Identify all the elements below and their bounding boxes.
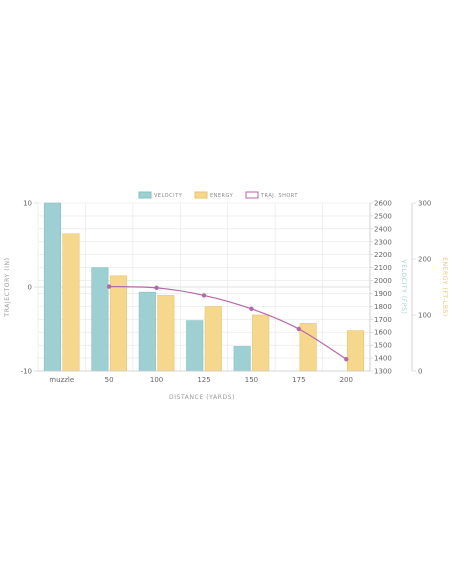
velocity-tick-label: 2200	[374, 251, 392, 259]
legend[interactable]: VELOCITY ENERGY TRAJ. SHORT	[138, 191, 298, 199]
energy-bar[interactable]	[346, 330, 365, 372]
energy-tick-label: 200	[418, 256, 431, 264]
velocity-tick-label: 2000	[374, 277, 392, 285]
legend-swatch-velocity	[138, 191, 152, 199]
x-tick-label: 125	[197, 376, 210, 384]
energy-bar[interactable]	[252, 314, 270, 372]
energy-bar[interactable]	[157, 295, 175, 372]
x-axis-title: DISTANCE (YARDS)	[169, 394, 235, 401]
legend-label-velocity: VELOCITY	[154, 193, 183, 199]
velocity-axis-title: VELOCITY (FPS)	[400, 260, 407, 315]
velocity-tick-label: 1600	[374, 329, 392, 337]
x-tick-label: 175	[292, 376, 305, 384]
velocity-bar[interactable]	[138, 291, 156, 372]
x-tick-label: 200	[340, 376, 353, 384]
velocity-tick-label: 2500	[374, 212, 392, 220]
velocity-bar[interactable]	[43, 202, 62, 372]
x-tick-label: muzzle	[49, 376, 74, 384]
energy-bar[interactable]	[62, 233, 80, 372]
legend-swatch-trajectory	[245, 191, 259, 199]
velocity-tick-label: 2400	[374, 225, 392, 233]
energy-tick-label: 0	[418, 368, 422, 376]
velocity-tick-label: 2100	[374, 264, 392, 272]
x-tick-label: 50	[105, 376, 114, 384]
x-tick-label: 100	[150, 376, 163, 384]
velocity-tick-label: 1800	[374, 303, 392, 311]
trajectory-tick-label: 10	[23, 200, 32, 208]
velocity-bar[interactable]	[233, 346, 251, 372]
velocity-bar[interactable]	[186, 320, 204, 372]
legend-label-trajectory: TRAJ. SHORT	[260, 193, 298, 199]
trajectory-point[interactable]	[344, 357, 349, 362]
trajectory-tick-label: 0	[28, 284, 32, 292]
energy-tick-label: 300	[418, 200, 431, 208]
velocity-tick-label: 2300	[374, 238, 392, 246]
trajectory-point[interactable]	[201, 293, 207, 298]
velocity-tick-label: 2600	[374, 200, 392, 208]
trajectory-line	[109, 285, 347, 360]
velocity-tick-label: 1500	[374, 342, 392, 350]
trajectory-axis-title: TRAJECTORY (IN)	[4, 257, 11, 317]
trajectory-point[interactable]	[296, 326, 302, 332]
trajectory-series	[106, 284, 349, 362]
energy-bar[interactable]	[204, 306, 222, 372]
energy-bar[interactable]	[109, 275, 127, 372]
trajectory-point[interactable]	[249, 306, 254, 312]
grid-lines	[37, 202, 371, 372]
velocity-tick-label: 1700	[374, 316, 392, 324]
energy-tick-label: 100	[418, 312, 431, 320]
x-tick-label: 150	[245, 376, 258, 384]
legend-swatch-energy	[194, 191, 208, 199]
energy-axis-title: ENERGY (FT-LBS)	[441, 257, 448, 317]
legend-item-velocity[interactable]: VELOCITY	[138, 191, 183, 199]
legend-item-energy[interactable]: ENERGY	[194, 191, 234, 199]
trajectory-point[interactable]	[106, 284, 112, 289]
velocity-tick-label: 1300	[374, 368, 392, 376]
trajectory-point[interactable]	[154, 285, 159, 291]
velocity-tick-label: 1400	[374, 355, 392, 363]
velocity-bar[interactable]	[91, 267, 109, 372]
bar-series	[43, 202, 365, 372]
legend-label-energy: ENERGY	[210, 193, 234, 199]
legend-item-trajectory[interactable]: TRAJ. SHORT	[245, 191, 298, 199]
velocity-tick-label: 1900	[374, 290, 392, 298]
trajectory-tick-label: -10	[21, 368, 32, 376]
